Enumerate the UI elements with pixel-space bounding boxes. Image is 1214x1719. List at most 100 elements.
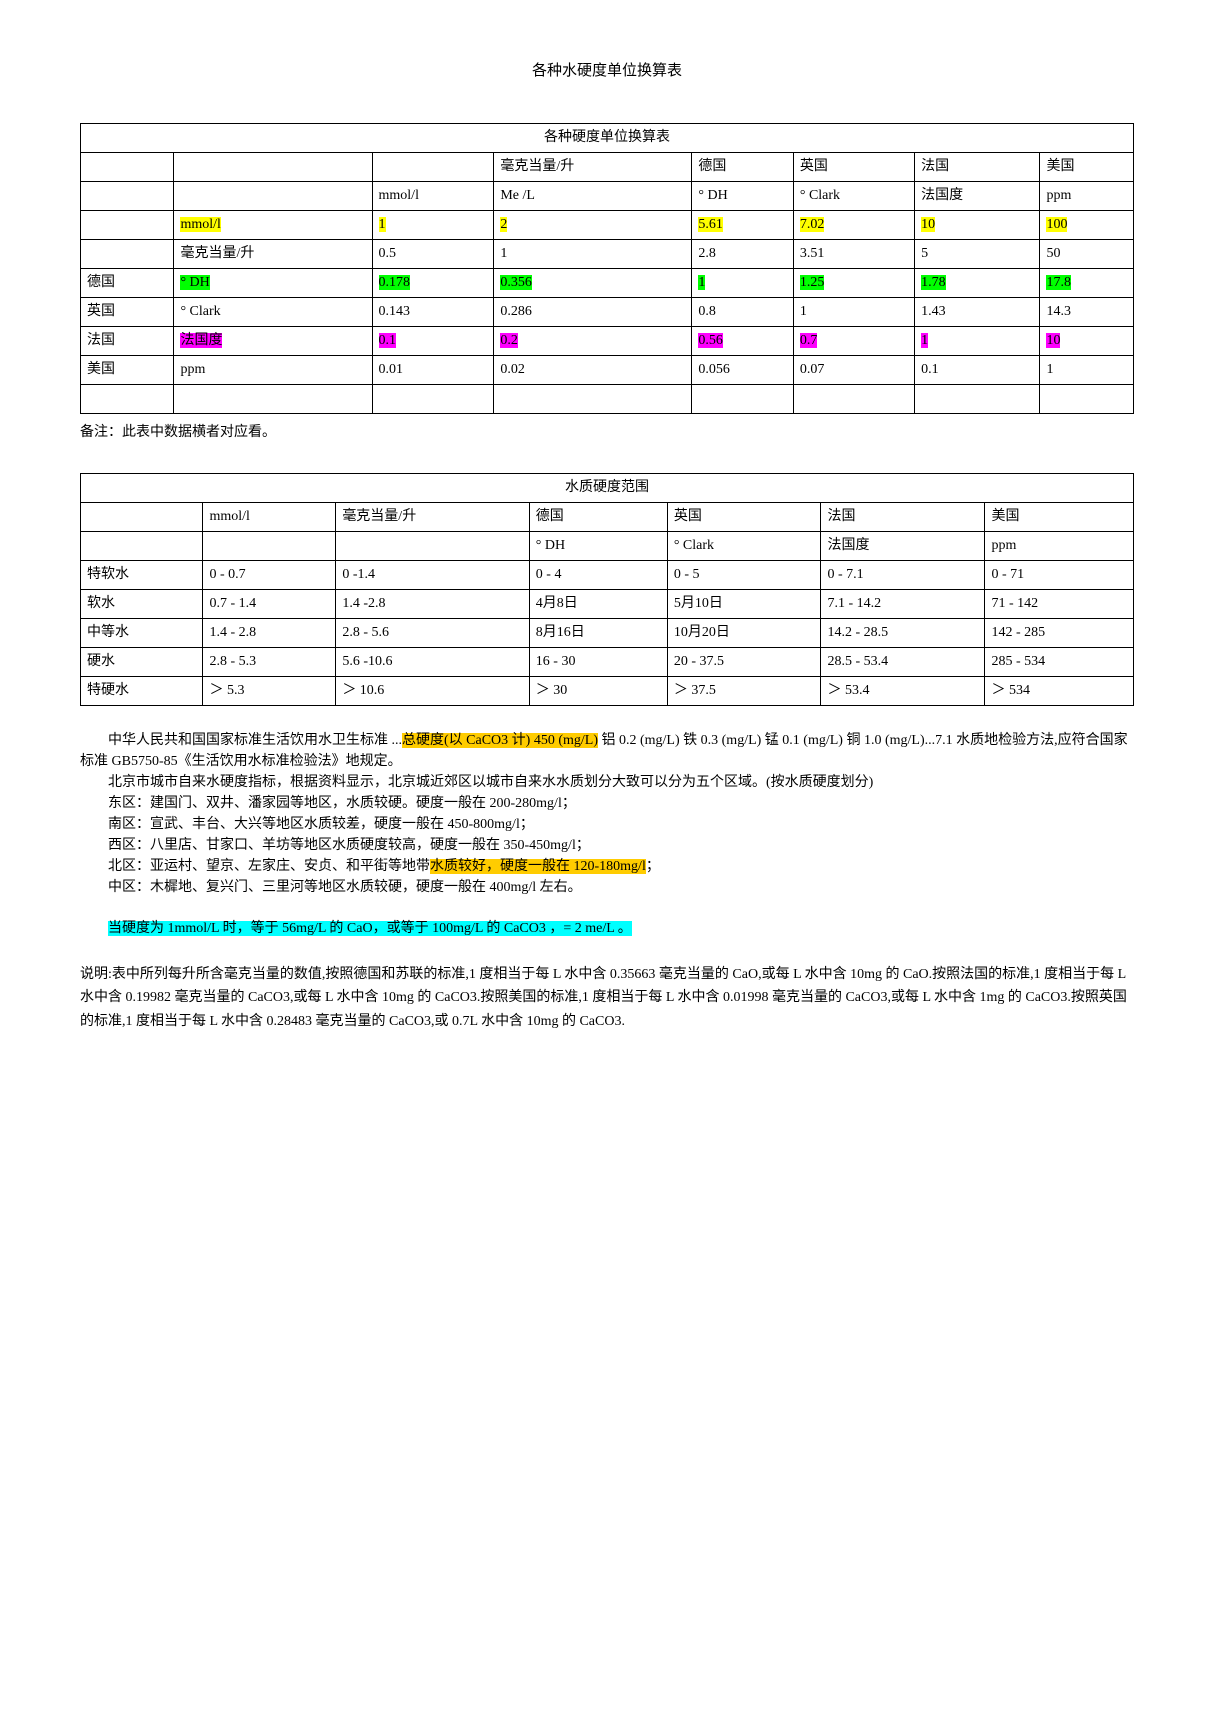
table-cell xyxy=(915,384,1040,413)
table-cell: 14.3 xyxy=(1040,297,1134,326)
table-header-cell xyxy=(174,152,372,181)
table-cell: 0.143 xyxy=(372,297,494,326)
table-header-cell: ° DH xyxy=(692,181,793,210)
table-header-cell xyxy=(81,531,203,560)
table-header-cell: 毫克当量/升 xyxy=(494,152,692,181)
table-cell: 2 xyxy=(494,210,692,239)
table-cell: 1.78 xyxy=(915,268,1040,297)
table-cell: 0.1 xyxy=(372,326,494,355)
table-header-cell: 毫克当量/升 xyxy=(336,502,529,531)
table-cell: 2.8 - 5.6 xyxy=(336,618,529,647)
table-cell: 5月10日 xyxy=(667,589,821,618)
table-header-cell: ppm xyxy=(1040,181,1134,210)
highlight-total-hardness: 总硬度(以 CaCO3 计) 450 (mg/L) xyxy=(402,733,598,748)
table-cell: 1.43 xyxy=(915,297,1040,326)
table-cell: 1 xyxy=(372,210,494,239)
table-cell: 2.8 xyxy=(692,239,793,268)
table-cell: 1 xyxy=(793,297,914,326)
table1-note: 备注：此表中数据横者对应看。 xyxy=(80,422,1134,443)
paragraph-standard: 中华人民共和国国家标准生活饮用水卫生标准 ...总硬度(以 CaCO3 计) 4… xyxy=(80,730,1134,772)
table-cell: 5.61 xyxy=(692,210,793,239)
table-cell: ° DH xyxy=(174,268,372,297)
table-cell: ppm xyxy=(174,355,372,384)
table-header-cell: mmol/l xyxy=(203,502,336,531)
table-cell: 毫克当量/升 xyxy=(174,239,372,268)
table-cell: 1 xyxy=(494,239,692,268)
table-cell: ＞ 10.6 xyxy=(336,676,529,705)
table-cell: 0 -1.4 xyxy=(336,560,529,589)
table-cell: 0.286 xyxy=(494,297,692,326)
table-cell: 14.2 - 28.5 xyxy=(821,618,985,647)
table-cell xyxy=(1040,384,1134,413)
table-cell: 16 - 30 xyxy=(529,647,667,676)
highlight-north-quality: 水质较好，硬度一般在 120-180mg/l xyxy=(430,859,646,874)
table-header-cell: ppm xyxy=(985,531,1134,560)
table-cell xyxy=(692,384,793,413)
table-cell: 0.5 xyxy=(372,239,494,268)
table-header-cell: 英国 xyxy=(667,502,821,531)
page-title: 各种水硬度单位换算表 xyxy=(80,60,1134,83)
table-cell xyxy=(174,384,372,413)
table-cell: 0 - 4 xyxy=(529,560,667,589)
table-cell: 法国 xyxy=(81,326,174,355)
table-header-cell: 美国 xyxy=(1040,152,1134,181)
table-cell: 4月8日 xyxy=(529,589,667,618)
paragraph-equivalence: 当硬度为 1mmol/L 时，等于 56mg/L 的 CaO，或等于 100mg… xyxy=(80,918,1134,939)
explanation: 说明:表中所列每升所含毫克当量的数值,按照德国和苏联的标准,1 度相当于每 L … xyxy=(80,963,1134,1034)
table-cell: 0.2 xyxy=(494,326,692,355)
table-cell: 0.01 xyxy=(372,355,494,384)
table-cell: ° Clark xyxy=(174,297,372,326)
table-header-cell xyxy=(81,502,203,531)
table-cell xyxy=(81,210,174,239)
table-cell: 285 - 534 xyxy=(985,647,1134,676)
table-cell: 0.07 xyxy=(793,355,914,384)
paragraph-center: 中区：木樨地、复兴门、三里河等地区水质较硬，硬度一般在 400mg/l 左右。 xyxy=(80,877,1134,898)
table-cell xyxy=(81,384,174,413)
table-header-cell xyxy=(372,152,494,181)
table-cell: 1.25 xyxy=(793,268,914,297)
table-cell: ＞ 30 xyxy=(529,676,667,705)
table-header-cell: 法国度 xyxy=(821,531,985,560)
table-cell: 1 xyxy=(915,326,1040,355)
table-cell: 7.02 xyxy=(793,210,914,239)
table-header-cell: mmol/l xyxy=(372,181,494,210)
paragraph-west: 西区：八里店、甘家口、羊坊等地区水质硬度较高，硬度一般在 350-450mg/l… xyxy=(80,835,1134,856)
table-header-cell: 德国 xyxy=(692,152,793,181)
table-cell xyxy=(494,384,692,413)
table-cell: 0 - 7.1 xyxy=(821,560,985,589)
table-cell: 0 - 71 xyxy=(985,560,1134,589)
table-header-cell: 德国 xyxy=(529,502,667,531)
table-cell: 28.5 - 53.4 xyxy=(821,647,985,676)
table-cell: 71 - 142 xyxy=(985,589,1134,618)
table-cell: 0.8 xyxy=(692,297,793,326)
table1-title: 各种硬度单位换算表 xyxy=(81,123,1134,152)
table-cell: 7.1 - 14.2 xyxy=(821,589,985,618)
table-cell: ＞ 534 xyxy=(985,676,1134,705)
body-text: 中华人民共和国国家标准生活饮用水卫生标准 ...总硬度(以 CaCO3 计) 4… xyxy=(80,730,1134,939)
table-cell: 0.7 xyxy=(793,326,914,355)
table-cell xyxy=(372,384,494,413)
table-header-cell: 英国 xyxy=(793,152,914,181)
range-table: 水质硬度范围mmol/l毫克当量/升德国英国法国美国° DH° Clark法国度… xyxy=(80,473,1134,706)
paragraph-east: 东区：建国门、双井、潘家园等地区，水质较硬。硬度一般在 200-280mg/l； xyxy=(80,793,1134,814)
table-cell: 5 xyxy=(915,239,1040,268)
table-cell: 142 - 285 xyxy=(985,618,1134,647)
table-cell: 10 xyxy=(915,210,1040,239)
table-cell: 0.356 xyxy=(494,268,692,297)
table-cell: 10月20日 xyxy=(667,618,821,647)
table-cell: 美国 xyxy=(81,355,174,384)
table-cell: 德国 xyxy=(81,268,174,297)
table-cell: 中等水 xyxy=(81,618,203,647)
paragraph-beijing: 北京市城市自来水硬度指标，根据资料显示，北京城近郊区以城市自来水水质划分大致可以… xyxy=(80,772,1134,793)
table-cell: ＞ 37.5 xyxy=(667,676,821,705)
table-header-cell xyxy=(81,181,174,210)
table-header-cell xyxy=(203,531,336,560)
table-cell: ＞ 53.4 xyxy=(821,676,985,705)
table-cell xyxy=(81,239,174,268)
table-header-cell: ° Clark xyxy=(667,531,821,560)
table-cell: 0.7 - 1.4 xyxy=(203,589,336,618)
table-cell: 20 - 37.5 xyxy=(667,647,821,676)
table-cell: 0.56 xyxy=(692,326,793,355)
table-header-cell: 法国 xyxy=(915,152,1040,181)
paragraph-south: 南区：宣武、丰台、大兴等地区水质较差，硬度一般在 450-800mg/l； xyxy=(80,814,1134,835)
